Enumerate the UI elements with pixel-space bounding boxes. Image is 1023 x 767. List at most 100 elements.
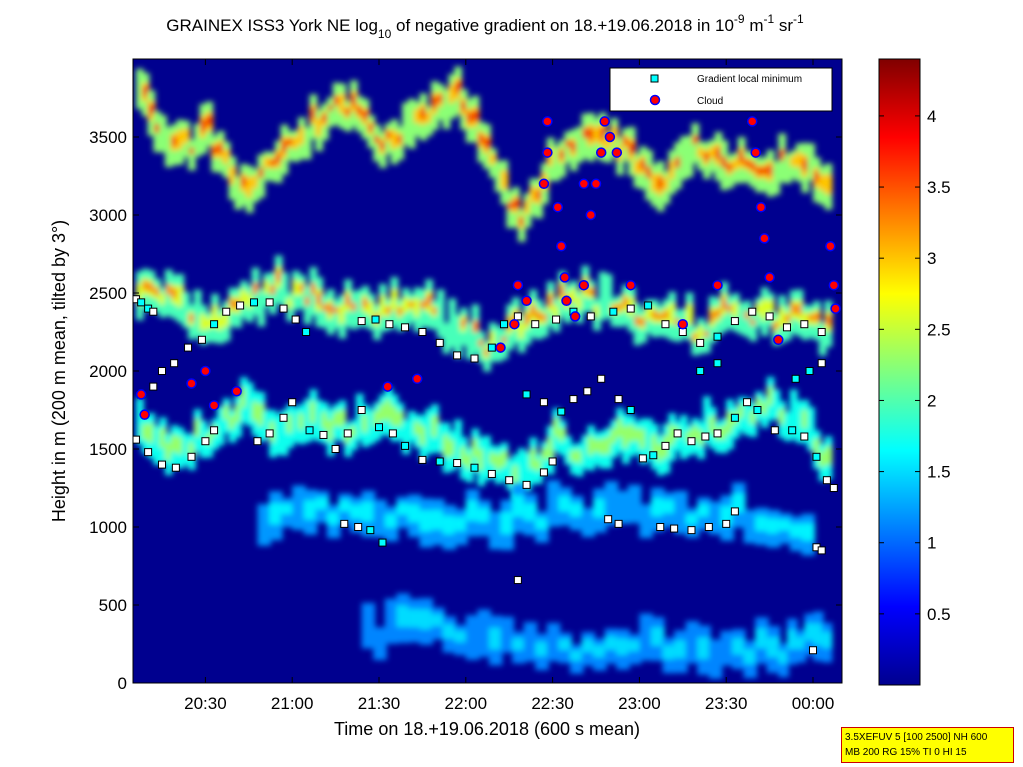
gradient-minimum-marker [713,332,722,341]
heat-cell [176,285,185,307]
gradient-minimum-marker [531,320,540,329]
heat-cell [322,304,329,312]
heat-cell [564,436,572,465]
heat-cell [298,284,306,292]
heat-cell [355,289,364,328]
heat-cell [530,304,537,317]
gradient-minimum-marker [133,435,140,444]
heat-cell [523,622,538,662]
heat-cell [646,166,653,179]
heat-cell [640,159,647,170]
heat-cell [766,637,781,658]
heat-cell [461,101,468,111]
heat-cell [749,410,758,424]
heat-cell [685,303,694,325]
cloud-marker [521,295,532,307]
heat-cell [373,499,387,538]
heat-cell [582,127,589,139]
cloud-marker [542,116,553,127]
heat-cell [697,637,711,659]
heat-cell [431,614,445,627]
heat-cell [351,95,358,107]
heat-cell [425,408,434,455]
gradient-minimum-marker [171,463,180,472]
cloud-marker [561,295,572,307]
heat-cell [216,316,225,331]
gradient-minimum-marker [401,323,410,332]
heat-cell [164,126,173,168]
heat-cell [824,174,833,195]
heat-cell [338,94,347,114]
heat-cell [536,311,543,321]
heat-cell [322,114,329,123]
heat-cell [135,397,144,445]
heat-cell [367,409,376,445]
cloud-marker [495,342,506,353]
x-axis: 20:30 21:00 21:30 22:00 22:30 23:00 23:30 00:00 [184,59,834,713]
cloud-marker [135,389,147,400]
heat-cell [517,323,526,339]
cloud-marker [755,201,767,213]
heat-cell [333,307,340,314]
cloud-marker [231,386,242,397]
heat-cell [182,291,191,328]
heat-cell [315,118,324,137]
heat-cell [332,299,341,330]
heat-cell [206,115,213,127]
heat-cell [633,160,642,174]
heat-cell [593,439,601,452]
cloud-marker [208,400,220,411]
heat-cell [715,309,722,318]
heat-cell [488,627,503,650]
heat-cell [211,305,219,327]
heat-cell [501,336,508,344]
gradient-minimum-marker [453,351,462,360]
heat-cell [766,300,775,313]
gradient-minimum-marker [614,395,623,404]
heat-cell [240,289,248,305]
legend: Gradient local minimum Cloud [609,67,833,112]
heat-cell [176,130,185,150]
heat-cell [639,429,648,449]
gradient-minimum-marker [435,457,444,466]
heat-cell [807,406,816,451]
heat-cell [478,134,485,144]
heat-cell [755,303,763,315]
heat-cell [316,293,323,306]
heat-cell [588,288,595,296]
gradient-minimum-marker [236,301,245,310]
heat-cell [627,640,642,652]
heat-cell [263,157,272,168]
y-axis: 0 500 1000 1500 2000 2500 3000 3500 [89,128,842,693]
legend-marker-gradient-min [650,74,659,83]
heat-cell [315,497,329,510]
gradient-minimum-marker [782,323,791,332]
heat-cell [558,495,572,512]
heat-cell [478,339,485,347]
heat-cell [465,321,474,360]
heat-cell [141,423,150,440]
heat-cell [159,115,167,153]
heat-cell [750,162,757,170]
heat-cell [407,504,422,523]
heat-cell [205,318,214,330]
gradient-minimum-marker [696,338,705,347]
heat-cell [535,641,549,657]
gradient-minimum-marker [357,317,366,326]
gradient-minimum-marker [609,307,618,316]
title-prefix: GRAINEX ISS3 York NE log [166,16,378,35]
heat-cell [616,490,630,524]
heat-cell [234,404,243,423]
heat-cell [251,401,260,421]
heat-cell [616,638,630,656]
heat-cell [397,307,404,315]
heat-cell [286,414,295,433]
heat-cell [315,400,324,442]
gradient-minimum-marker [583,387,592,396]
heat-cell [147,423,156,444]
gradient-minimum-marker [157,367,166,375]
heat-cell [784,411,792,442]
heat-cell [604,274,613,319]
gradient-minimum-marker [197,335,206,344]
